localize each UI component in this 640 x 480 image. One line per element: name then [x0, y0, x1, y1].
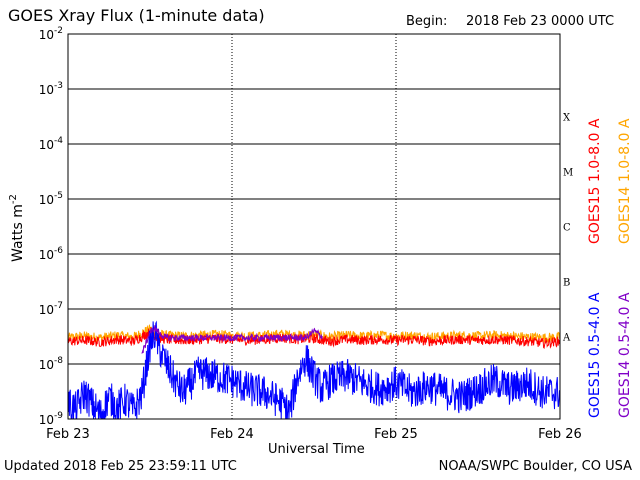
- grid-lines: [68, 34, 560, 419]
- x-axis-label: Universal Time: [268, 442, 365, 457]
- x-tick-label: Feb 23: [46, 427, 90, 442]
- x-tick-labels: Feb 23 Feb 24 Feb 25 Feb 26: [46, 427, 582, 442]
- y-tick-label: 10-6: [39, 246, 64, 262]
- y-tick-label: 10-9: [39, 411, 64, 427]
- legend-entry: GOES15 0.5-4.0 A: [587, 292, 603, 418]
- y-tick-labels: 10-9 10-8 10-7 10-6 10-5 10-4 10-3 10-2: [39, 26, 64, 427]
- flare-class-label: M: [563, 168, 573, 179]
- y-tick-label: 10-8: [39, 356, 64, 372]
- flare-class-label: C: [563, 223, 571, 234]
- x-tick-label: Feb 26: [538, 427, 582, 442]
- y-tick-label: 10-7: [39, 301, 63, 317]
- series-line: [68, 320, 560, 419]
- begin-value: 2018 Feb 23 0000 UTC: [466, 14, 615, 29]
- y-tick-label: 10-2: [39, 26, 63, 42]
- flare-class-label: X: [563, 113, 571, 124]
- y-tick-label: 10-5: [39, 191, 63, 207]
- legend: GOES15 1.0-8.0 A GOES14 1.0-8.0 A GOES15 0…: [587, 118, 633, 418]
- flare-class-labels: A B C M X: [562, 113, 573, 344]
- begin-label: Begin:: [406, 14, 448, 29]
- chart-title: GOES Xray Flux (1-minute data): [8, 6, 265, 25]
- x-tick-label: Feb 25: [374, 427, 418, 442]
- updated-timestamp: Updated 2018 Feb 25 23:59:11 UTC: [4, 459, 237, 474]
- y-tick-label: 10-4: [39, 136, 64, 152]
- x-tick-label: Feb 24: [210, 427, 254, 442]
- y-axis-label: Watts m-2: [8, 194, 26, 262]
- flare-class-label: B: [563, 278, 570, 289]
- series-layer: [68, 320, 560, 419]
- plot-frame: [67, 33, 561, 420]
- legend-entry: GOES14 1.0-8.0 A: [617, 118, 633, 244]
- credit-text: NOAA/SWPC Boulder, CO USA: [438, 459, 632, 474]
- y-tick-label: 10-3: [39, 81, 63, 97]
- series-line: [141, 325, 323, 354]
- flare-class-label: A: [562, 333, 571, 344]
- legend-entry: GOES14 0.5-4.0 A: [617, 292, 633, 418]
- legend-entry: GOES15 1.0-8.0 A: [587, 118, 603, 244]
